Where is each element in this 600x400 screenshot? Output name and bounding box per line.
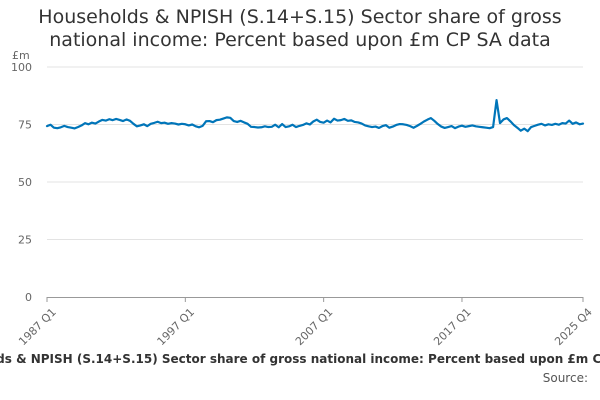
gridlines: [47, 66, 583, 240]
x-tick-label: 2007 Q1: [293, 306, 336, 349]
x-tick-label: 1987 Q1: [16, 306, 59, 349]
source-label: Source:: [542, 371, 588, 385]
y-tick-label: 25: [18, 234, 32, 247]
x-tick-label: 1997 Q1: [155, 306, 198, 349]
series-line: [45, 99, 585, 133]
y-tick-label: 75: [18, 119, 32, 132]
legend-series-label: Households & NPISH (S.14+S.15) Sector sh…: [0, 352, 600, 366]
y-tick-label: 100: [11, 61, 32, 74]
x-axis-ticks: 1987 Q1 1997 Q1 2007 Q1 2017 Q1 2025 Q4: [16, 297, 595, 348]
y-axis-ticks: 0 25 50 75 100: [11, 61, 32, 304]
chart-title: Households & NPISH (S.14+S.15) Sector sh…: [38, 6, 562, 51]
y-tick-label: 0: [25, 291, 32, 304]
y-tick-label: 50: [18, 176, 32, 189]
y-axis-label: £m: [12, 49, 30, 62]
x-tick-label: 2025 Q4: [552, 306, 595, 349]
legend: Households & NPISH (S.14+S.15) Sector sh…: [0, 352, 600, 374]
x-tick-label: 2017 Q1: [431, 306, 474, 349]
